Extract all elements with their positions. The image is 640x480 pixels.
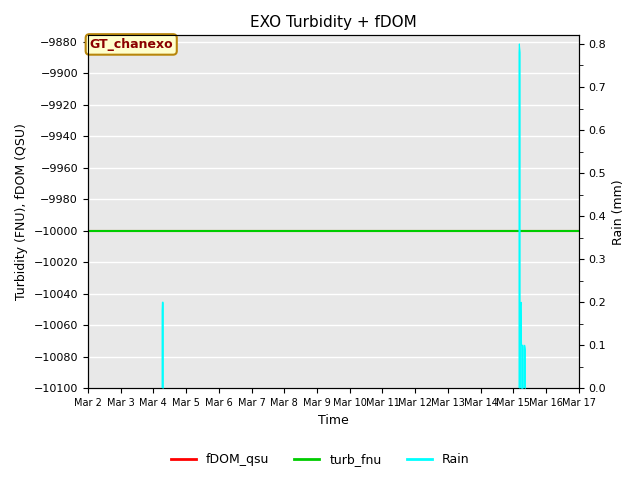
Legend: fDOM_qsu, turb_fnu, Rain: fDOM_qsu, turb_fnu, Rain bbox=[166, 448, 474, 471]
Y-axis label: Rain (mm): Rain (mm) bbox=[612, 179, 625, 245]
Text: GT_chanexo: GT_chanexo bbox=[90, 38, 173, 51]
X-axis label: Time: Time bbox=[318, 414, 349, 427]
Title: EXO Turbidity + fDOM: EXO Turbidity + fDOM bbox=[250, 15, 417, 30]
Y-axis label: Turbidity (FNU), fDOM (QSU): Turbidity (FNU), fDOM (QSU) bbox=[15, 123, 28, 300]
